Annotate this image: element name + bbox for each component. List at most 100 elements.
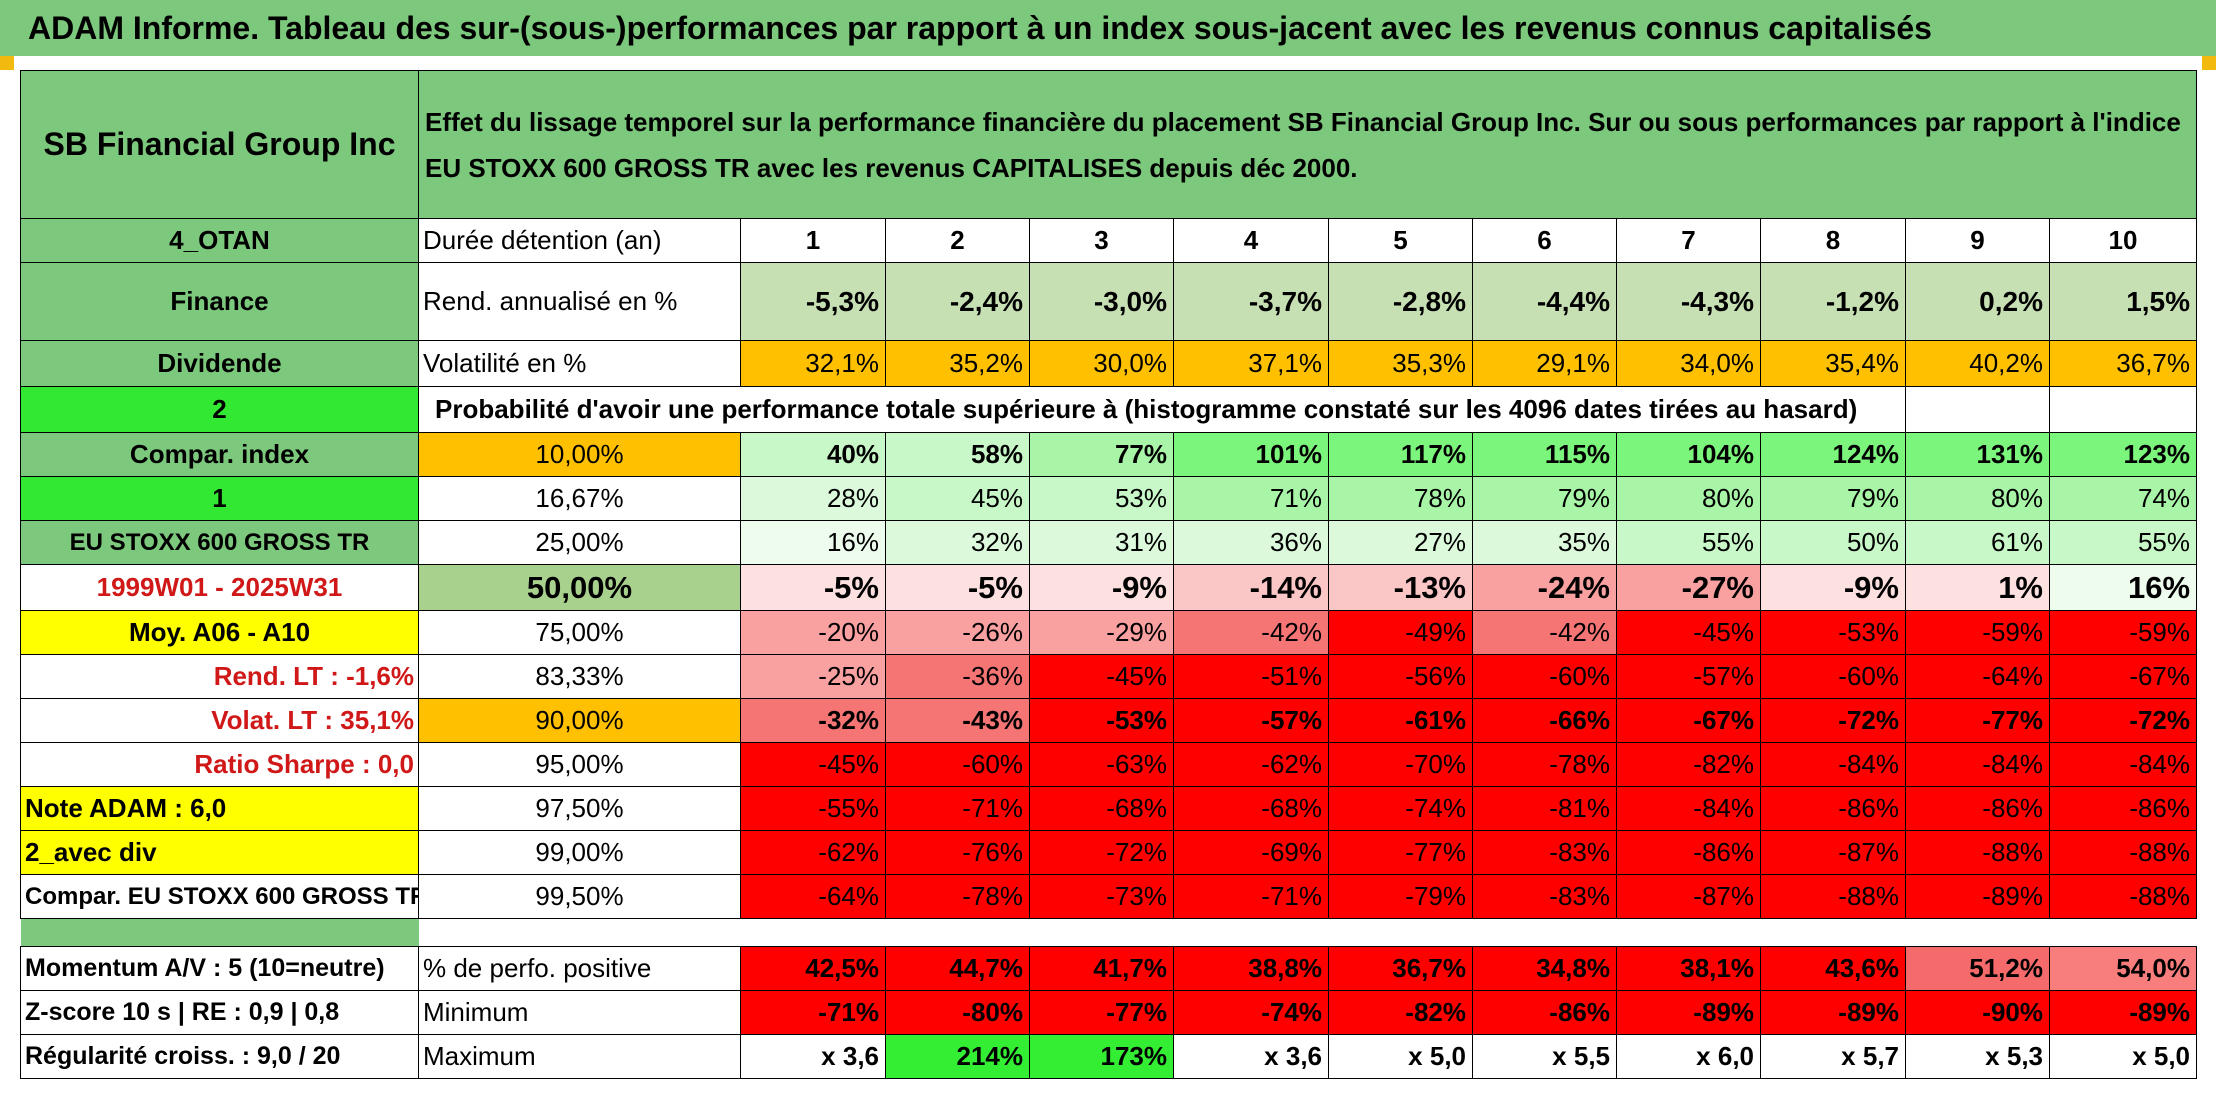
percentile-cell: -89%: [1905, 874, 2050, 919]
perfo-pos-label: % de perfo. positive: [418, 946, 741, 991]
percentile-cell: -88%: [1760, 874, 1906, 919]
percentile-cell: -77%: [1328, 830, 1473, 875]
performance-table-frame: SB Financial Group Inc Effet du lissage …: [20, 70, 2198, 1104]
maximum-cell: x 5,3: [1905, 1034, 2050, 1079]
percentile-label: 75,00%: [418, 610, 741, 655]
probability-caption: Probabilité d'avoir une performance tota…: [418, 386, 1906, 433]
zscore-label: Z-score 10 s | RE : 0,9 | 0,8: [20, 990, 419, 1035]
percentile-label: 99,50%: [418, 874, 741, 919]
avec-div-label: 2_avec div: [20, 830, 419, 875]
volat-cell: 32,1%: [740, 340, 886, 387]
regularite-label: Régularité croiss. : 9,0 / 20: [20, 1034, 419, 1079]
percentile-label: 90,00%: [418, 698, 741, 743]
percentile-cell: -24%: [1472, 564, 1617, 611]
percentile-cell: -55%: [740, 786, 886, 831]
percentile-cell: -60%: [1472, 654, 1617, 699]
percentile-cell: -14%: [1173, 564, 1329, 611]
perfo-pos-cell: 51,2%: [1905, 946, 2050, 991]
percentile-cell: 61%: [1905, 520, 2050, 565]
percentile-cell: 79%: [1472, 476, 1617, 521]
percentile-cell: 16%: [2048, 564, 2198, 611]
percentile-cell: -53%: [1029, 698, 1174, 743]
rend-cell: -5,3%: [740, 262, 886, 341]
separator-blank: [418, 918, 2197, 947]
percentile-cell: -60%: [885, 742, 1030, 787]
selector-value-2[interactable]: 1: [20, 476, 419, 521]
year-header: 4: [1173, 218, 1329, 263]
percentile-cell: -86%: [2048, 786, 2198, 831]
type-label: Dividende: [20, 340, 419, 387]
minimum-cell: -82%: [1328, 990, 1473, 1035]
percentile-label: 50,00%: [418, 564, 741, 611]
percentile-cell: -64%: [1905, 654, 2050, 699]
percentile-cell: 1%: [1905, 564, 2050, 611]
percentile-cell: -78%: [885, 874, 1030, 919]
percentile-cell: -83%: [1472, 830, 1617, 875]
perfo-pos-cell: 54,0%: [2048, 946, 2198, 991]
percentile-cell: 77%: [1029, 432, 1174, 477]
percentile-cell: 115%: [1472, 432, 1617, 477]
percentile-label: 95,00%: [418, 742, 741, 787]
percentile-cell: 31%: [1029, 520, 1174, 565]
percentile-cell: -71%: [885, 786, 1030, 831]
volat-lt-label: Volat. LT : 35,1%: [20, 698, 419, 743]
percentile-cell: 45%: [885, 476, 1030, 521]
percentile-cell: 36%: [1173, 520, 1329, 565]
volat-cell: 34,0%: [1616, 340, 1761, 387]
percentile-cell: -68%: [1173, 786, 1329, 831]
percentile-cell: -26%: [885, 610, 1030, 655]
percentile-cell: 58%: [885, 432, 1030, 477]
rend-cell: -3,7%: [1173, 262, 1329, 341]
percentile-cell: 28%: [740, 476, 886, 521]
year-header: 1: [740, 218, 886, 263]
percentile-label: 25,00%: [418, 520, 741, 565]
percentile-cell: 16%: [740, 520, 886, 565]
table-description: Effet du lissage temporel sur la perform…: [417, 70, 2198, 219]
momentum-label: Momentum A/V : 5 (10=neutre): [20, 946, 419, 991]
percentile-cell: -72%: [1029, 830, 1174, 875]
company-name: SB Financial Group Inc: [20, 70, 419, 219]
percentile-label: 99,00%: [418, 830, 741, 875]
sharpe-label: Ratio Sharpe : 0,0: [20, 742, 419, 787]
note-adam-label: Note ADAM : 6,0: [20, 786, 419, 831]
percentile-cell: -73%: [1029, 874, 1174, 919]
empty-cell: [1905, 386, 2050, 433]
moy-label: Moy. A06 - A10: [20, 610, 419, 655]
maximum-cell: x 3,6: [1173, 1034, 1329, 1079]
maximum-cell: x 5,5: [1472, 1034, 1617, 1079]
minimum-label: Minimum: [418, 990, 741, 1035]
volat-cell: 29,1%: [1472, 340, 1617, 387]
percentile-cell: -29%: [1029, 610, 1174, 655]
percentile-cell: -59%: [2048, 610, 2198, 655]
perfo-pos-cell: 43,6%: [1760, 946, 1906, 991]
perfo-pos-cell: 42,5%: [740, 946, 886, 991]
perfo-pos-cell: 41,7%: [1029, 946, 1174, 991]
rend-cell: -3,0%: [1029, 262, 1174, 341]
percentile-cell: -62%: [1173, 742, 1329, 787]
percentile-cell: -86%: [1760, 786, 1906, 831]
percentile-cell: -62%: [740, 830, 886, 875]
year-header: 3: [1029, 218, 1174, 263]
percentile-cell: -67%: [1616, 698, 1761, 743]
minimum-cell: -86%: [1472, 990, 1617, 1035]
minimum-cell: -90%: [1905, 990, 2050, 1035]
percentile-cell: -84%: [2048, 742, 2198, 787]
percentile-cell: -74%: [1328, 786, 1473, 831]
percentile-cell: 50%: [1760, 520, 1906, 565]
report-title: ADAM Informe. Tableau des sur-(sous-)per…: [0, 0, 2216, 56]
percentile-cell: -43%: [885, 698, 1030, 743]
perfo-pos-cell: 36,7%: [1328, 946, 1473, 991]
percentile-cell: -77%: [1905, 698, 2050, 743]
selector-value-1[interactable]: 2: [20, 386, 419, 433]
percentile-cell: -83%: [1472, 874, 1617, 919]
percentile-cell: -42%: [1472, 610, 1617, 655]
percentile-cell: -5%: [885, 564, 1030, 611]
percentile-cell: 55%: [1616, 520, 1761, 565]
percentile-cell: 40%: [740, 432, 886, 477]
sector-label: Finance: [20, 262, 419, 341]
maximum-cell: x 5,0: [2048, 1034, 2198, 1079]
minimum-cell: -80%: [885, 990, 1030, 1035]
compar-full-label: Compar. EU STOXX 600 GROSS TR: [20, 874, 419, 919]
percentile-cell: -72%: [1760, 698, 1906, 743]
percentile-cell: -68%: [1029, 786, 1174, 831]
